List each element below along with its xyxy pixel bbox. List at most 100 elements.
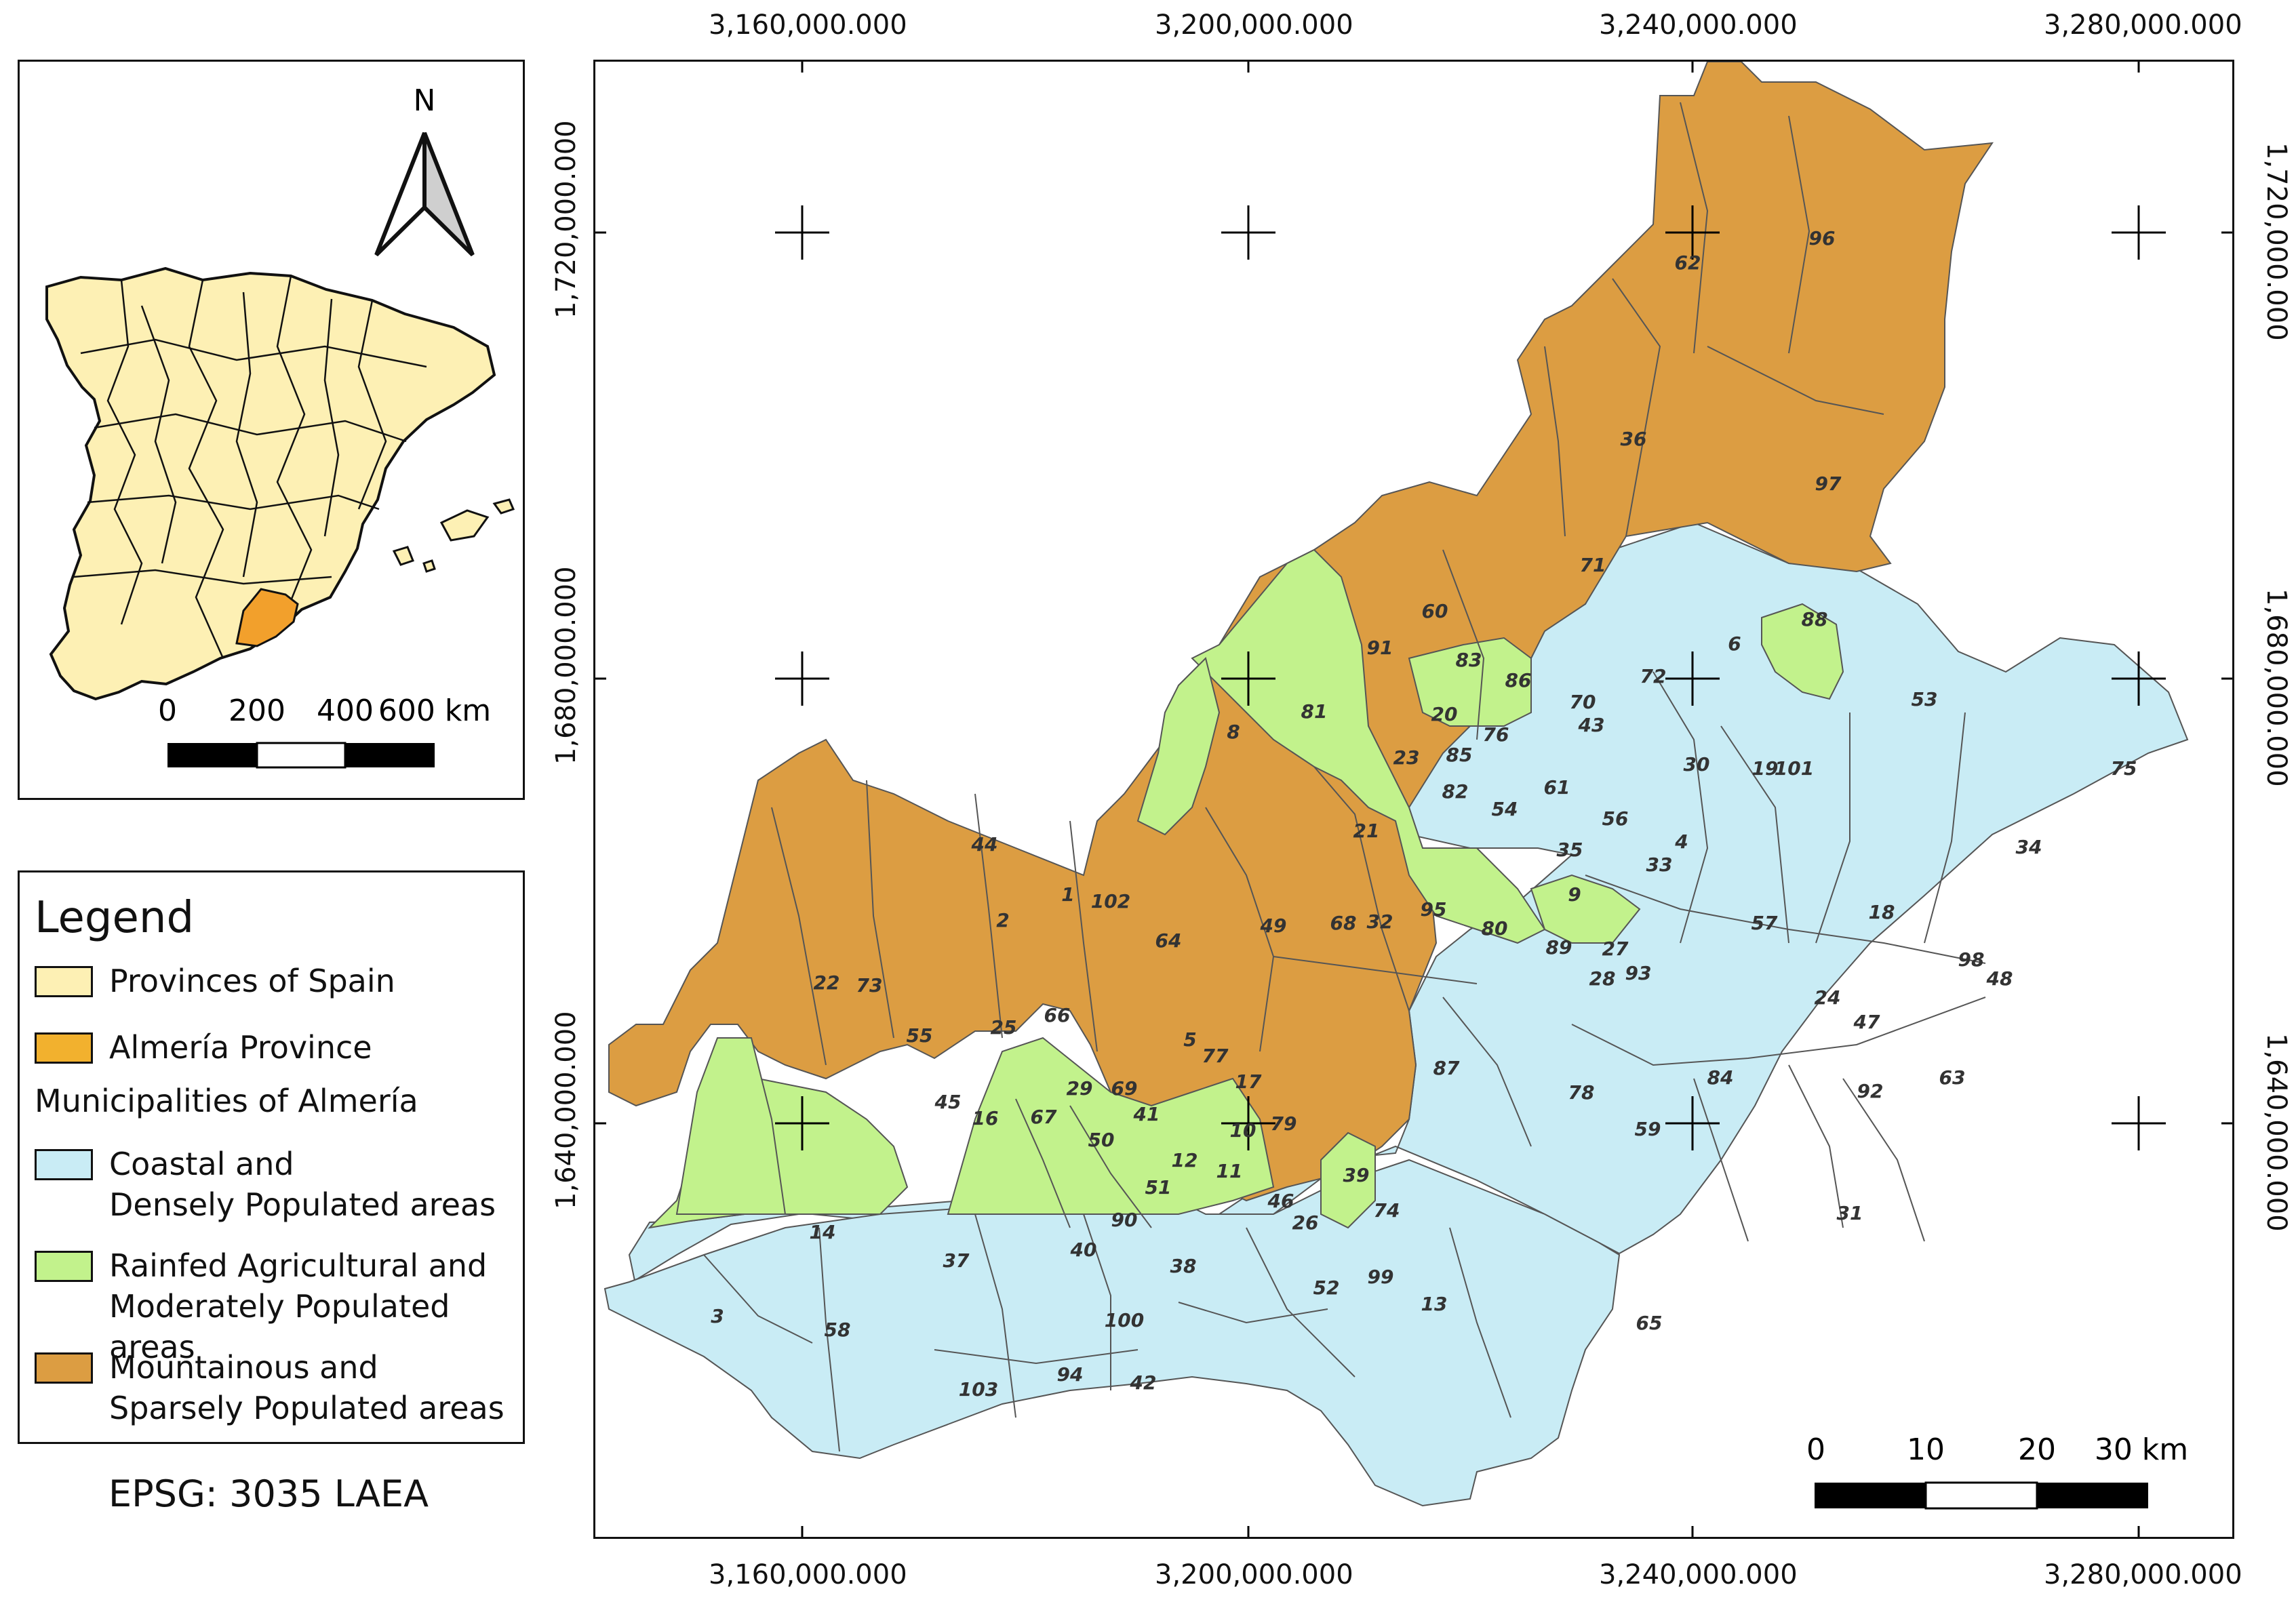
north-arrow-icon (374, 132, 475, 257)
municipality-label-63: 63 (1939, 1066, 1966, 1089)
municipality-label-36: 36 (1621, 428, 1647, 450)
x-tick-top-4: 3,280,000.000 (2044, 9, 2242, 41)
municipality-label-54: 54 (1492, 798, 1518, 820)
municipality-label-97: 97 (1815, 473, 1842, 495)
x-tick-top-1: 3,160,000.000 (709, 9, 907, 41)
legend-label-coastal-line1: Coastal and (109, 1146, 294, 1182)
municipality-label-87: 87 (1433, 1057, 1460, 1079)
region-coastal-south (603, 1159, 1621, 1507)
legend-swatch-almeria (35, 1032, 93, 1064)
y-tick-left-1: 1,720,000.000 (551, 120, 582, 319)
municipality-label-50: 50 (1088, 1129, 1115, 1151)
inset-map-panel: N (18, 60, 525, 800)
municipality-label-48: 48 (1986, 967, 2013, 990)
municipality-label-76: 76 (1483, 723, 1509, 746)
legend-subheading: Municipalities of Almería (35, 1083, 418, 1119)
municipality-label-72: 72 (1640, 665, 1667, 687)
municipality-label-22: 22 (814, 971, 840, 994)
x-tick-bottom-3: 3,240,000.000 (1599, 1559, 1798, 1590)
municipality-label-19: 19 (1752, 757, 1779, 780)
y-tick-right-3: 1,640,000.000 (2261, 1033, 2292, 1232)
legend-swatch-coastal (35, 1149, 93, 1180)
municipality-label-25: 25 (991, 1016, 1017, 1039)
legend-title: Legend (35, 893, 195, 943)
inset-map: N (45, 83, 515, 769)
municipality-label-28: 28 (1589, 967, 1616, 990)
municipality-label-40: 40 (1070, 1239, 1097, 1261)
north-arrow-label: N (414, 83, 436, 118)
municipality-label-35: 35 (1557, 839, 1583, 861)
municipality-label-73: 73 (856, 974, 883, 997)
y-tick-left-2: 1,680,000.000 (551, 566, 582, 765)
region-rainfed-8 (1136, 657, 1221, 836)
graticule-crosses (775, 205, 2166, 1150)
municipality-label-69: 69 (1111, 1077, 1138, 1100)
balearic-islands (392, 498, 515, 573)
legend-swatch-provinces (35, 966, 93, 997)
municipality-label-93: 93 (1625, 962, 1652, 984)
main-scale-bar (1815, 1481, 2148, 1510)
legend-label-rainfed-line1: Rainfed Agricultural and (109, 1247, 488, 1284)
x-tick-top-3: 3,240,000.000 (1599, 9, 1798, 41)
legend-item-mountainous: Mountainous and Sparsely Populated areas (35, 1347, 504, 1428)
municipality-label-12: 12 (1172, 1149, 1198, 1171)
municipality-label-102: 102 (1091, 890, 1130, 912)
municipality-label-1: 1 (1061, 883, 1074, 906)
municipality-label-49: 49 (1260, 915, 1287, 937)
legend-label-coastal-line2: Densely Populated areas (109, 1186, 496, 1223)
municipality-label-39: 39 (1343, 1164, 1370, 1186)
municipality-label-95: 95 (1421, 898, 1447, 921)
municipality-label-16: 16 (972, 1107, 999, 1129)
municipality-label-96: 96 (1809, 227, 1836, 249)
municipality-label-71: 71 (1580, 554, 1606, 576)
municipality-label-56: 56 (1602, 807, 1629, 830)
municipality-label-60: 60 (1422, 600, 1448, 622)
municipality-label-57: 57 (1751, 912, 1778, 934)
municipality-label-2: 2 (996, 909, 1009, 931)
municipality-label-101: 101 (1775, 757, 1814, 780)
legend-label-provinces: Provinces of Spain (109, 963, 395, 999)
municipality-label-27: 27 (1602, 938, 1629, 960)
region-rainfed-33 (1530, 874, 1641, 944)
municipality-label-30: 30 (1684, 753, 1710, 776)
main-scale-label-10: 10 (1907, 1432, 1945, 1467)
municipality-label-79: 79 (1271, 1112, 1297, 1135)
frame-ticks (595, 62, 2232, 1537)
legend-label-rainfed-line2: Moderately Populated areas (109, 1288, 450, 1365)
municipality-boundaries (703, 102, 1986, 1452)
legend-label-mountainous-line2: Sparsely Populated areas (109, 1390, 504, 1426)
legend-label-mountainous-line1: Mountainous and (109, 1349, 378, 1386)
main-scale-label-0: 0 (1806, 1432, 1825, 1467)
municipality-label-18: 18 (1869, 901, 1895, 923)
municipality-label-5: 5 (1183, 1028, 1196, 1051)
municipality-label-6: 6 (1728, 633, 1741, 655)
municipality-label-44: 44 (971, 833, 998, 856)
municipality-label-14: 14 (810, 1221, 836, 1243)
municipality-label-46: 46 (1267, 1190, 1294, 1212)
region-rainfed-72 (1408, 637, 1532, 727)
municipality-label-17: 17 (1235, 1070, 1262, 1093)
municipality-label-91: 91 (1367, 637, 1393, 659)
y-tick-right-2: 1,680,000.000 (2261, 588, 2292, 787)
municipality-label-38: 38 (1170, 1255, 1197, 1277)
municipality-label-11: 11 (1216, 1160, 1243, 1182)
municipality-label-13: 13 (1421, 1293, 1448, 1315)
municipality-label-45: 45 (934, 1091, 962, 1113)
almeria-province-highlight (235, 588, 299, 647)
municipality-label-29: 29 (1067, 1077, 1093, 1100)
municipality-label-62: 62 (1675, 252, 1701, 274)
main-scale-label-20: 20 (2018, 1432, 2056, 1467)
municipality-label-58: 58 (825, 1319, 851, 1341)
legend-item-provinces: Provinces of Spain (35, 961, 395, 1001)
municipality-label-51: 51 (1145, 1176, 1172, 1199)
x-tick-bottom-4: 3,280,000.000 (2044, 1559, 2242, 1590)
legend-label-almeria: Almería Province (109, 1029, 372, 1066)
legend-swatch-mountainous (35, 1352, 93, 1384)
inset-scale-label-200: 200 (229, 694, 285, 728)
region-rainfed-central (947, 1037, 1275, 1215)
legend-item-coastal: Coastal and Densely Populated areas (35, 1144, 496, 1225)
municipality-label-66: 66 (1044, 1004, 1071, 1026)
municipality-label-74: 74 (1374, 1199, 1400, 1222)
region-rainfed-39 (1320, 1131, 1376, 1229)
region-rainfed-west2 (675, 1037, 787, 1215)
